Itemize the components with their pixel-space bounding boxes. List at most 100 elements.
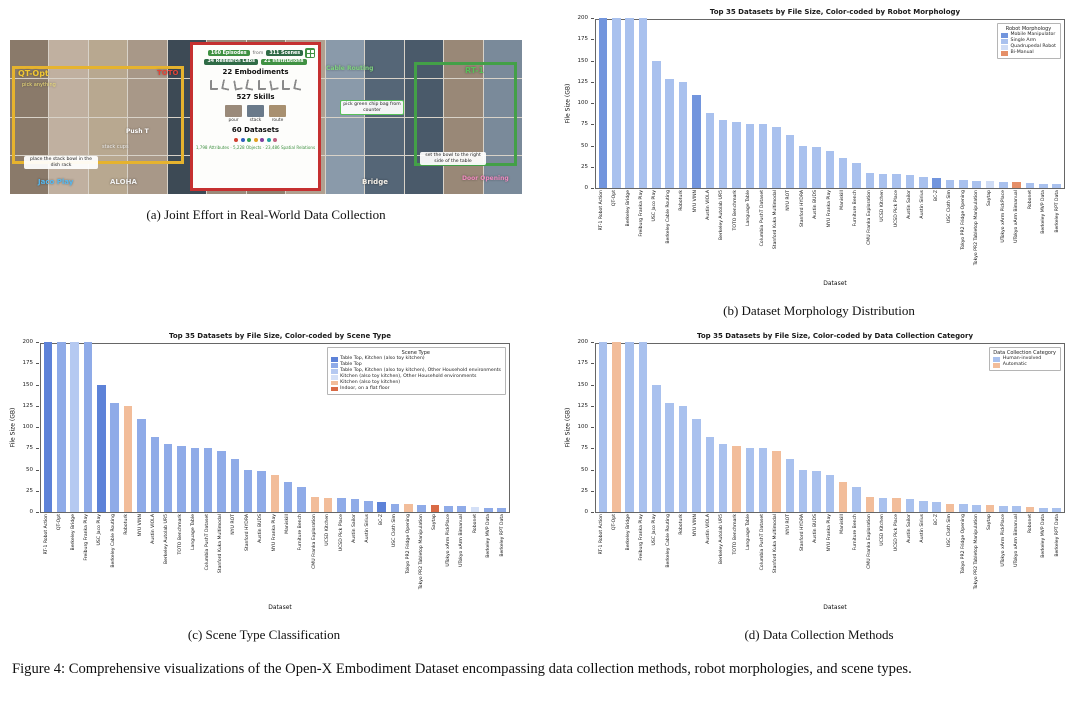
photo-tile xyxy=(10,40,49,78)
x-tick-label: UCSD Kitchen xyxy=(880,514,886,546)
x-tick-label: UCSD Pick Place xyxy=(893,514,899,552)
bar xyxy=(985,505,995,512)
x-tick-label: Saytap xyxy=(987,190,993,206)
bar-slot xyxy=(678,20,688,188)
bar xyxy=(1012,506,1021,512)
photo-tile xyxy=(128,117,167,156)
y-tick-mark xyxy=(591,490,594,492)
x-tick: Maniskill xyxy=(283,514,293,600)
photo-tile xyxy=(325,156,365,194)
bar-slot xyxy=(932,344,942,512)
x-tick: Roboturk xyxy=(677,514,687,600)
bar-slot xyxy=(625,342,635,512)
x-tick-label: BC-Z xyxy=(933,514,939,526)
bar-slot xyxy=(56,342,66,512)
legend-item: Kitchen (also toy kitchen), Other Househ… xyxy=(330,374,501,380)
from-word: from xyxy=(252,50,264,56)
photo-tile xyxy=(10,78,49,117)
x-tick: Saytap xyxy=(986,190,996,276)
x-tick: Columbia PushT Dataset xyxy=(758,190,768,276)
bar xyxy=(878,173,888,188)
bar xyxy=(390,503,400,512)
x-tick: QT-Opt xyxy=(610,190,620,276)
y-tick-mark xyxy=(591,81,594,83)
x-tick: Columbia PushT Dataset xyxy=(203,514,213,600)
x-tick-label: Stanford Kuka Multimodal xyxy=(772,514,778,574)
bar xyxy=(652,384,661,512)
label-toto: TOTO xyxy=(157,69,179,77)
x-tick-label: NYU Franka Play xyxy=(826,190,832,228)
x-tick: USC Jaco Play xyxy=(651,514,661,600)
x-tick-label: QT-Opt xyxy=(57,514,63,531)
bar-slot xyxy=(798,20,808,188)
label-rt1: RT-1 xyxy=(465,66,484,75)
robot-arm-icon xyxy=(268,78,279,91)
bar-slot xyxy=(651,344,661,512)
bar xyxy=(270,475,280,512)
bar xyxy=(945,179,955,188)
x-tick: Tokyo PR2 Tabletop Manipulation xyxy=(417,514,427,600)
x-tick-label: USC Jaco Play xyxy=(652,514,658,546)
x-tick-label: CMU Franka Exploration xyxy=(311,514,317,569)
bar xyxy=(892,174,901,188)
bar-slot xyxy=(691,20,701,188)
x-tick-label: Robonet xyxy=(1027,190,1033,210)
bar xyxy=(110,403,119,512)
bar xyxy=(43,342,53,512)
x-tick-label: Language Table xyxy=(746,190,752,227)
bar-slot xyxy=(838,20,848,188)
bar xyxy=(163,444,173,512)
stats-panel: 160 Episodes from 311 Scenes 34 Research… xyxy=(190,42,321,191)
legend: Data Collection Category Human-involved Au… xyxy=(989,347,1061,372)
bar xyxy=(892,498,901,512)
institution-logos xyxy=(234,137,277,142)
x-tick-label: Maniskill xyxy=(285,514,291,534)
bar xyxy=(745,124,755,188)
bar-slot xyxy=(972,20,982,188)
bar-slot xyxy=(731,20,741,188)
chart-title: Top 35 Datasets by File Size, Color-code… xyxy=(169,332,391,340)
bar-slot xyxy=(497,344,507,512)
y-tick-mark xyxy=(591,405,594,407)
x-tick-label: Berkeley MVP Data xyxy=(1041,190,1047,234)
bar-slot xyxy=(985,20,995,188)
x-tick: USC Cloth Sim xyxy=(946,190,956,276)
legend: Robot Morphology Mobile Manipulator Single… xyxy=(996,23,1061,60)
bar-slot xyxy=(758,20,768,188)
y-tick-label: 25 xyxy=(581,163,588,170)
x-tick: UTokyo xArm PickPlace xyxy=(999,514,1009,600)
x-tick-label: RT-1 Robot Action xyxy=(598,190,604,231)
bar xyxy=(257,471,266,512)
x-tick: CMU Franka Exploration xyxy=(310,514,320,600)
bar-slot xyxy=(745,20,755,188)
bar-slot xyxy=(257,344,267,512)
y-tick-mark xyxy=(36,512,39,513)
legend-item: Quadrupedal Robot xyxy=(1000,44,1056,50)
bar xyxy=(772,450,781,512)
bar-slot xyxy=(470,344,480,512)
bar xyxy=(323,497,333,512)
x-tick: Roboturk xyxy=(122,514,132,600)
x-tick: Robonet xyxy=(1026,190,1036,276)
x-tick: Furniture Bench xyxy=(297,514,307,600)
bar xyxy=(865,172,875,188)
x-tick-label: NYU Franka Play xyxy=(826,514,832,552)
x-tick-label: Austin Sirius xyxy=(365,514,371,543)
bar xyxy=(652,60,661,188)
bar-slot xyxy=(1012,20,1022,188)
x-tick: Tokyo PR2 Fridge Opening xyxy=(404,514,414,600)
y-tick-label: 125 xyxy=(22,402,34,409)
x-tick: Stanford HYDRA xyxy=(798,514,808,600)
photo-tile xyxy=(128,78,167,117)
bar-slot xyxy=(705,344,715,512)
bar-slot xyxy=(638,18,648,188)
x-tick-label: TOTO Benchmark xyxy=(732,514,738,555)
y-tick-label: 0 xyxy=(584,185,589,191)
bar-slot xyxy=(163,344,173,512)
bar xyxy=(678,81,688,188)
bar xyxy=(137,418,146,512)
bar-slot xyxy=(771,344,781,512)
x-tick-label: Austin Sailor xyxy=(352,514,358,543)
x-tick: Austin BUDS xyxy=(257,514,267,600)
y-tick-mark xyxy=(591,427,594,428)
